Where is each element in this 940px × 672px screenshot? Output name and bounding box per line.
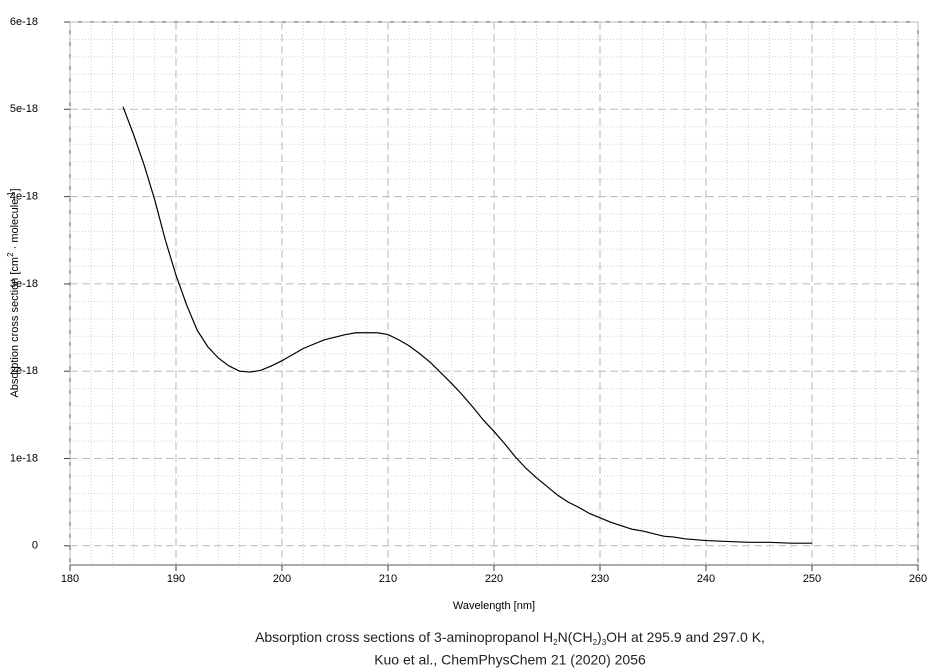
text-part: 2: [553, 638, 558, 647]
text-part: Absorption cross sections of 3-aminoprop…: [255, 629, 553, 645]
y-tick-label: 3e-18: [10, 278, 38, 290]
text-part: 2: [6, 252, 15, 257]
text-part: ): [597, 629, 602, 645]
x-tick-label: 230: [591, 573, 609, 585]
text-part: ]: [9, 188, 21, 191]
caption: Absorption cross sections of 3-aminoprop…: [255, 629, 765, 647]
x-tick-label: 220: [485, 573, 503, 585]
y-tick-label: 1e-18: [10, 452, 38, 464]
y-axis-label: Absorption cross section [cm2 · molecule…: [6, 188, 21, 397]
x-tick-label: 180: [61, 573, 79, 585]
y-tick-label: 4e-18: [10, 191, 38, 203]
y-tick-label: 6e-18: [10, 16, 38, 28]
text-part: 3: [602, 638, 607, 647]
text-part: · molecule: [9, 199, 21, 253]
x-axis-label: Wavelength [nm]: [453, 600, 535, 612]
x-tick-label: 260: [909, 573, 927, 585]
y-tick-label: 5e-18: [10, 103, 38, 115]
text-part: N(CH: [558, 629, 593, 645]
text-part: OH at 295.9 and 297.0 K,: [606, 629, 765, 645]
text-part: 2: [593, 638, 598, 647]
text-part: Absorption cross section [cm: [9, 257, 21, 398]
x-tick-label: 250: [803, 573, 821, 585]
y-tick-label: 2e-18: [10, 365, 38, 377]
x-tick-label: 190: [167, 573, 185, 585]
y-tick-label: 0: [32, 540, 38, 552]
text-part: -1: [6, 191, 15, 199]
data-line: [122, 106, 812, 544]
x-tick-label: 240: [697, 573, 715, 585]
caption: Kuo et al., ChemPhysChem 21 (2020) 2056: [374, 652, 646, 668]
x-tick-label: 210: [379, 573, 397, 585]
x-tick-label: 200: [273, 573, 291, 585]
